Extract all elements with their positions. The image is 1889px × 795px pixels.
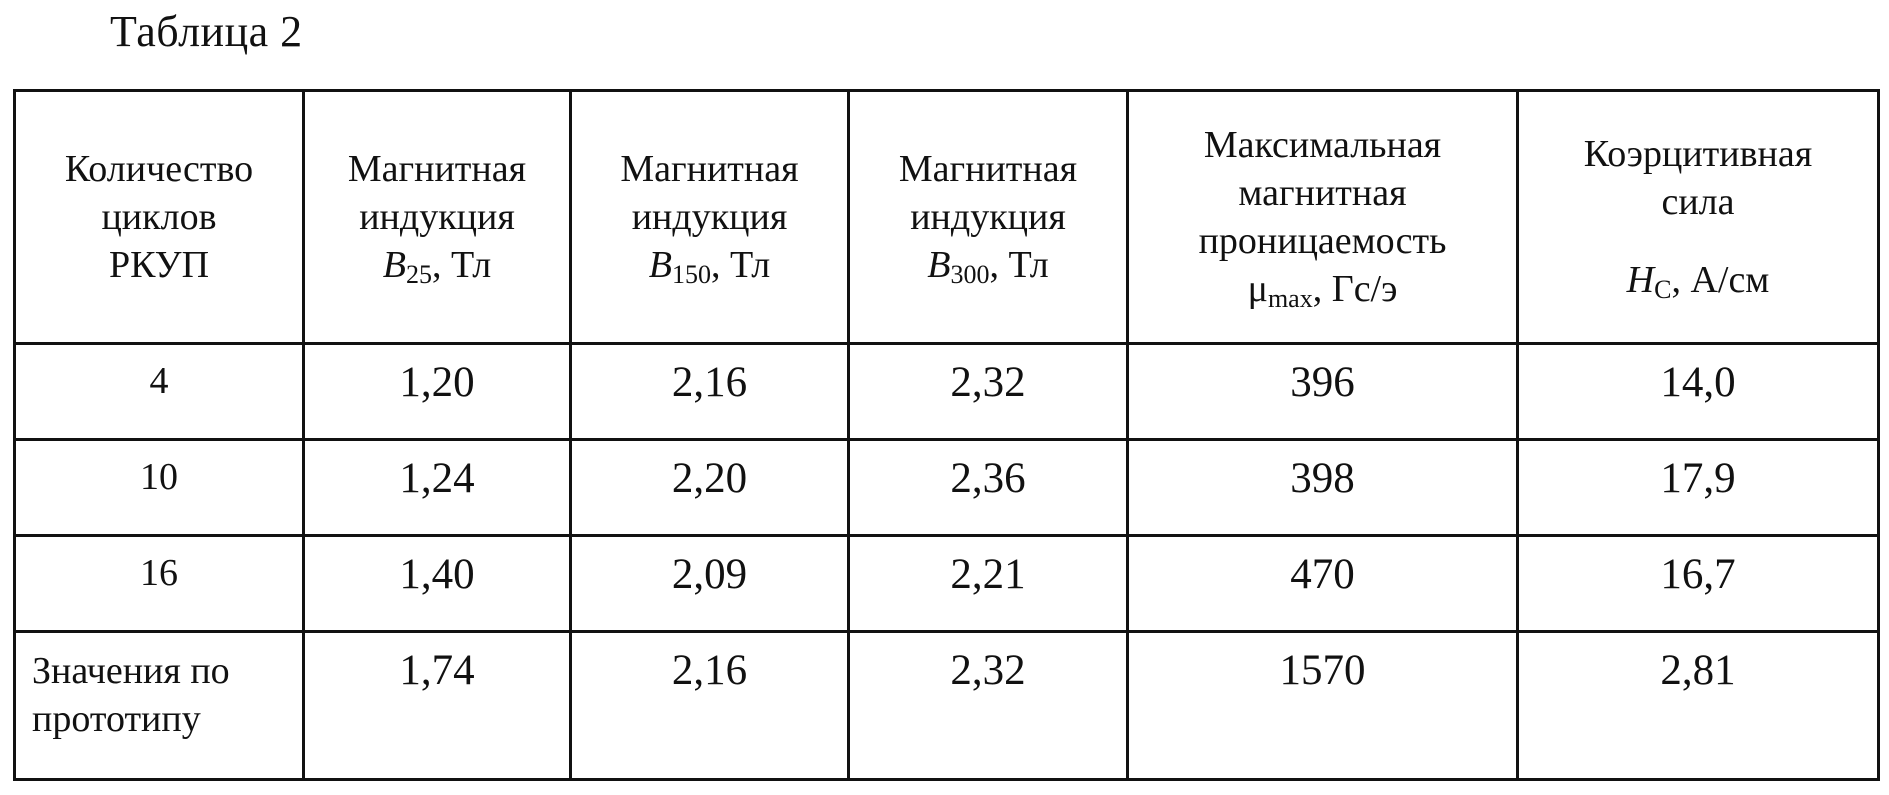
table-cell: 2,81 [1516, 630, 1880, 781]
symbol: B [648, 244, 672, 286]
table-row: 4 1,20 2,16 2,32 396 14,0 [13, 342, 1880, 441]
unit: , Тл [989, 244, 1049, 286]
table-cell: 1,20 [302, 342, 572, 441]
subscript: 150 [671, 260, 711, 289]
table-cell: 396 [1126, 342, 1519, 441]
header-symbol-line: B300, Тл [850, 241, 1126, 289]
unit: , Гс/э [1312, 268, 1398, 310]
subscript: max [1267, 284, 1313, 313]
header-cycles: Количество циклов РКУП [13, 89, 305, 345]
table-cell: 1,40 [302, 534, 572, 633]
header-line: Коэрцитивная [1583, 133, 1813, 175]
table-row: 16 1,40 2,09 2,21 470 16,7 [13, 534, 1880, 633]
table-cell: 2,09 [569, 534, 850, 633]
table-cell: 2,32 [847, 630, 1129, 781]
table-cell: 1570 [1126, 630, 1519, 781]
header-b300: Магнитная индукция B300, Тл [847, 89, 1129, 345]
table-cell: 1,74 [302, 630, 572, 781]
header-symbol-line: μmax, Гс/э [1129, 265, 1516, 313]
header-line: Максимальная [1203, 124, 1442, 166]
data-table: Количество циклов РКУП Магнитная индукци… [13, 89, 1880, 781]
table-cell: 1,24 [302, 438, 572, 537]
table-cell: 16,7 [1516, 534, 1880, 633]
header-line: РКУП [108, 244, 210, 286]
unit: , Тл [431, 244, 492, 286]
table-caption: Таблица 2 [110, 7, 303, 56]
symbol: B [382, 244, 406, 286]
unit: , Тл [710, 244, 771, 286]
header-mu-max: Максимальная магнитная проницаемость μma… [1126, 89, 1519, 345]
header-line: магнитная [1238, 172, 1407, 214]
header-line: циклов [101, 196, 217, 238]
table-cell: 2,32 [847, 342, 1129, 441]
prototype-label-line: прототипу [32, 698, 201, 740]
header-symbol-line: HC, А/см [1519, 256, 1877, 304]
header-coercive-force: Коэрцитивная сила HC, А/см [1516, 89, 1880, 345]
table-cell: 4 [13, 342, 305, 441]
header-b150: Магнитная индукция B150, Тл [569, 89, 850, 345]
table-cell: 2,16 [569, 342, 850, 441]
header-line: Магнитная [347, 148, 527, 190]
table-cell: 10 [13, 438, 305, 537]
table-cell: 2,20 [569, 438, 850, 537]
subscript: C [1654, 275, 1672, 304]
table-header-row: Количество циклов РКУП Магнитная индукци… [13, 89, 1880, 345]
header-line: сила [1661, 181, 1735, 223]
header-spacer [1519, 226, 1877, 256]
prototype-row: Значения по прототипу 1,74 2,16 2,32 157… [13, 630, 1880, 781]
header-line: Количество [64, 148, 254, 190]
unit: , А/см [1671, 259, 1770, 301]
table-cell: 2,21 [847, 534, 1129, 633]
table-cell: 2,16 [569, 630, 850, 781]
header-symbol-line: B150, Тл [572, 241, 847, 289]
header-line: индукция [631, 196, 788, 238]
header-line: Магнитная [620, 148, 799, 190]
table-row: 10 1,24 2,20 2,36 398 17,9 [13, 438, 1880, 537]
header-line: проницаемость [1198, 220, 1447, 262]
prototype-label-line: Значения по [32, 650, 230, 692]
header-line: индукция [910, 196, 1066, 238]
table-cell: 2,36 [847, 438, 1129, 537]
header-b25: Магнитная индукция B25, Тл [302, 89, 572, 345]
table-cell: 398 [1126, 438, 1519, 537]
table-cell: 14,0 [1516, 342, 1880, 441]
header-line: индукция [359, 196, 515, 238]
table-cell: 16 [13, 534, 305, 633]
subscript: 300 [950, 260, 990, 289]
header-line: Магнитная [898, 148, 1078, 190]
symbol: H [1626, 259, 1655, 301]
symbol: μ [1247, 268, 1268, 310]
symbol: B [927, 244, 951, 286]
subscript: 25 [405, 260, 432, 289]
table-cell: 470 [1126, 534, 1519, 633]
header-symbol-line: B25, Тл [305, 241, 569, 289]
prototype-label-cell: Значения по прототипу [13, 630, 305, 781]
table-cell: 17,9 [1516, 438, 1880, 537]
